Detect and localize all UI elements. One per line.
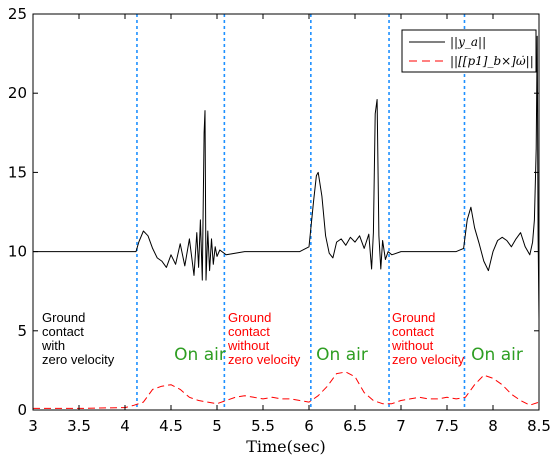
y-tick-label: 10 bbox=[8, 243, 27, 261]
y-tick-label: 5 bbox=[17, 322, 27, 340]
ground-contact-label-line: zero velocity bbox=[392, 352, 465, 367]
ground-contact-label-line: Ground bbox=[228, 310, 271, 325]
legend-label-2: ||[[p1]_b×]ω̇|| bbox=[450, 54, 534, 68]
ground-contact-label-line: contact bbox=[228, 324, 270, 339]
ground-contact-label-line: zero velocity bbox=[228, 352, 301, 367]
annotation-onair2: On air bbox=[316, 345, 368, 365]
ground-contact-label-line: without bbox=[391, 338, 434, 353]
plot-area bbox=[33, 14, 539, 410]
x-tick-label: 3.5 bbox=[67, 417, 91, 435]
annotation-onair1: On air bbox=[174, 345, 226, 365]
ground-contact-label-line: with bbox=[41, 338, 65, 353]
series-layer bbox=[33, 35, 540, 409]
legend-label-1: ||y_a|| bbox=[450, 35, 486, 49]
x-tick-label: 8 bbox=[488, 417, 498, 435]
series-line-ya-norm bbox=[33, 35, 540, 320]
on-air-label: On air bbox=[316, 345, 368, 365]
x-tick-label: 6 bbox=[304, 417, 314, 435]
legend: ||y_a|| ||[[p1]_b×]ω̇|| bbox=[401, 29, 537, 73]
y-axis: 0 5 10 15 20 25 bbox=[8, 5, 539, 419]
on-air-label: On air bbox=[174, 345, 226, 365]
legend-box bbox=[401, 29, 537, 73]
x-tick-label: 7.5 bbox=[435, 417, 459, 435]
ground-contact-label-line: contact bbox=[42, 324, 84, 339]
x-tick-label: 8.5 bbox=[527, 417, 550, 435]
series-line-angular-accel-norm bbox=[33, 371, 540, 409]
annotation-onair3: On air bbox=[471, 345, 523, 365]
x-tick-label: 3 bbox=[28, 417, 38, 435]
ground-contact-label-line: contact bbox=[392, 324, 434, 339]
x-axis: 3 3.5 4 4.5 5 5.5 6 6.5 7 7.5 8 8.5 bbox=[28, 14, 550, 435]
x-tick-label: 5 bbox=[212, 417, 222, 435]
y-tick-label: 25 bbox=[8, 5, 27, 23]
x-tick-label: 4 bbox=[120, 417, 130, 435]
on-air-label: On air bbox=[471, 345, 523, 365]
ground-contact-label-line: without bbox=[227, 338, 270, 353]
ground-contact-label-line: zero velocity bbox=[42, 352, 115, 367]
ground-contact-label-line: Ground bbox=[42, 310, 85, 325]
x-tick-label: 4.5 bbox=[159, 417, 183, 435]
x-tick-label: 7 bbox=[396, 417, 406, 435]
plot-frame bbox=[32, 13, 540, 411]
x-tick-label: 6.5 bbox=[343, 417, 367, 435]
phase-dividers bbox=[136, 14, 466, 410]
x-tick-label: 5.5 bbox=[251, 417, 275, 435]
y-tick-label: 0 bbox=[17, 401, 27, 419]
x-axis-title: Time(sec) bbox=[246, 437, 326, 456]
ground-contact-label-line: Ground bbox=[392, 310, 435, 325]
y-tick-label: 20 bbox=[8, 84, 27, 102]
y-tick-label: 15 bbox=[8, 163, 27, 181]
